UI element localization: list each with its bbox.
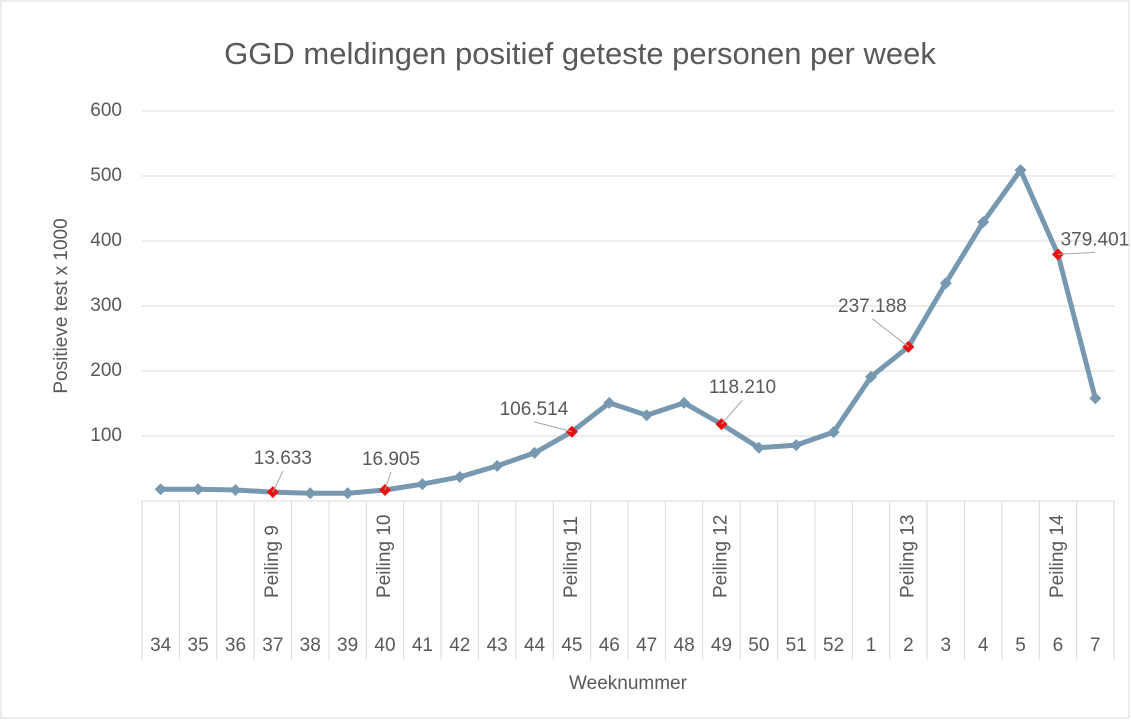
point-marker: [939, 277, 952, 290]
point-marker: [416, 478, 429, 491]
x-tick-label: 40: [374, 635, 395, 656]
point-marker: [528, 446, 541, 459]
category-group-label: Peiling 14: [1047, 514, 1068, 598]
point-marker: [752, 441, 765, 454]
leader-line: [872, 318, 909, 348]
data-label: 118.210: [709, 377, 776, 398]
category-group-label: Peiling 13: [897, 515, 918, 598]
point-marker: [229, 483, 242, 496]
x-tick-label: 36: [225, 635, 246, 656]
x-tick-label: 50: [748, 635, 769, 656]
point-marker: [603, 396, 616, 409]
point-marker: [790, 439, 803, 452]
x-tick-label: 46: [599, 635, 620, 656]
x-tick-label: 3: [940, 635, 951, 656]
point-marker: [1014, 164, 1027, 177]
category-group-label: Peiling 9: [262, 525, 283, 598]
x-tick-label: 7: [1090, 635, 1101, 656]
x-tick-label: 43: [487, 635, 508, 656]
x-tick-label: 2: [903, 635, 914, 656]
point-marker: [865, 370, 877, 383]
point-marker: [640, 409, 653, 422]
point-marker: [304, 487, 317, 500]
x-tick-label: 6: [1053, 635, 1064, 656]
x-tick-label: 48: [674, 635, 695, 656]
point-marker: [192, 483, 205, 496]
series-line: [160, 167, 1098, 496]
y-tick-label: 300: [90, 295, 122, 316]
x-tick-label: 39: [337, 635, 358, 656]
point-marker: [453, 470, 466, 483]
x-tick-label: 41: [412, 635, 433, 656]
x-tick-label: 47: [636, 635, 657, 656]
x-axis-label: Weeknummer: [569, 673, 688, 694]
point-marker: [678, 396, 691, 409]
leader-line: [533, 421, 573, 433]
x-tick-label: 1: [866, 635, 877, 656]
point-marker: [827, 426, 840, 439]
leader-line: [721, 399, 743, 425]
leader-line: [1057, 251, 1095, 255]
data-label: 379.401: [1061, 229, 1130, 250]
data-label: 16.905: [362, 449, 420, 470]
y-axis-label: Positieve test x 1000: [51, 218, 72, 393]
x-tick-label: 44: [524, 635, 546, 656]
x-tick-label: 5: [1015, 635, 1026, 656]
point-marker: [491, 459, 504, 472]
y-tick-label: 600: [90, 100, 122, 121]
leader-line: [272, 470, 284, 493]
category-group-label: Peiling 12: [710, 515, 731, 598]
x-tick-label: 52: [823, 635, 844, 656]
y-tick-label: 100: [90, 425, 122, 446]
category-group-label: Peiling 10: [374, 515, 395, 598]
x-tick-label: 38: [300, 635, 321, 656]
point-marker: [341, 487, 354, 500]
point-marker: [1089, 392, 1102, 405]
chart-title: GGD meldingen positief geteste personen …: [224, 36, 936, 71]
x-tick-label: 45: [561, 635, 582, 656]
x-tick-label: 42: [449, 635, 470, 656]
x-tick-label: 51: [786, 635, 807, 656]
x-tick-label: 49: [711, 635, 732, 656]
x-tick-label: 4: [978, 635, 989, 656]
y-tick-label: 500: [90, 165, 122, 186]
x-tick-label: 35: [188, 635, 209, 656]
data-label: 106.514: [500, 399, 569, 420]
point-marker: [977, 216, 990, 229]
data-label: 13.633: [254, 448, 312, 469]
point-marker: [154, 483, 167, 496]
y-tick-label: 400: [90, 230, 122, 251]
category-group-label: Peiling 11: [561, 516, 582, 598]
x-tick-label: 37: [262, 635, 283, 656]
data-label: 237.188: [838, 296, 907, 317]
y-tick-label: 200: [90, 360, 122, 381]
x-tick-label: 34: [150, 635, 172, 656]
leader-line: [384, 471, 392, 491]
